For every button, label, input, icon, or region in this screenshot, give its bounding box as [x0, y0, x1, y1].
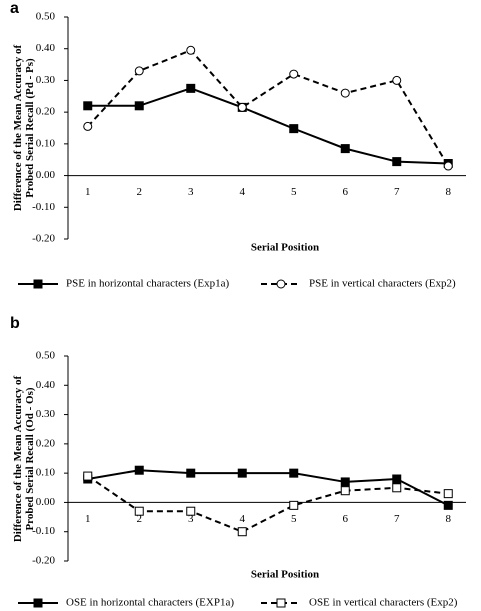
- x-tick-label: 5: [291, 186, 297, 198]
- marker: [340, 486, 350, 496]
- x-tick-label: 3: [188, 513, 194, 525]
- x-tick-label: 2: [137, 186, 143, 198]
- y-tick-label: 0.40: [36, 42, 56, 54]
- series-line: [87, 475, 449, 533]
- marker: [340, 144, 350, 154]
- legend-marker: [276, 598, 286, 608]
- y-tick-label: -0.10: [32, 525, 55, 537]
- marker: [392, 474, 402, 484]
- y-tick-label: 0.30: [36, 408, 56, 420]
- legend-marker: [33, 598, 43, 608]
- legend-label: OSE in vertical characters (Exp2): [309, 597, 458, 609]
- marker: [443, 161, 453, 171]
- series-line: [87, 469, 449, 507]
- y-tick-label: 0.00: [36, 169, 56, 181]
- x-tick-label: 4: [240, 186, 246, 198]
- y-tick-label: -0.20: [32, 233, 55, 245]
- marker: [134, 101, 144, 111]
- legend-label: OSE in horizontal characters (EXP1a): [66, 597, 234, 609]
- y-tick-label: 0.10: [36, 137, 56, 149]
- marker: [134, 66, 144, 76]
- y-tick-label: -0.10: [32, 201, 55, 213]
- y-tick-label: 0.20: [36, 437, 56, 449]
- x-tick-label: 5: [291, 513, 297, 525]
- x-axis-title: Serial Position: [251, 242, 319, 254]
- marker: [237, 527, 247, 537]
- marker: [392, 75, 402, 85]
- y-tick-label: 0.00: [36, 496, 56, 508]
- marker: [289, 500, 299, 510]
- x-tick-label: 6: [343, 186, 349, 198]
- x-tick-label: 8: [446, 513, 452, 525]
- marker: [237, 102, 247, 112]
- y-tick-label: -0.20: [32, 555, 55, 567]
- legend-marker: [276, 279, 286, 289]
- marker: [289, 468, 299, 478]
- marker: [83, 101, 93, 111]
- legend-label: PSE in vertical characters (Exp2): [309, 278, 456, 290]
- marker: [289, 124, 299, 134]
- marker: [392, 483, 402, 493]
- marker: [443, 500, 453, 510]
- x-tick-label: 6: [343, 513, 349, 525]
- y-tick-label: 0.10: [36, 467, 56, 479]
- x-axis-title: Serial Position: [251, 569, 319, 581]
- marker: [340, 477, 350, 487]
- y-axis-title: Difference of the Mean Accuracy of Probe…: [12, 375, 36, 542]
- marker: [392, 157, 402, 167]
- y-tick-label: 0.30: [36, 74, 56, 86]
- x-tick-label: 1: [85, 186, 91, 198]
- x-tick-label: 7: [394, 186, 400, 198]
- marker: [443, 489, 453, 499]
- x-tick-label: 7: [394, 513, 400, 525]
- marker: [237, 468, 247, 478]
- series-line: [87, 49, 450, 167]
- marker: [340, 88, 350, 98]
- marker: [289, 69, 299, 79]
- series-line: [87, 87, 449, 165]
- y-tick-label: 0.20: [36, 106, 56, 118]
- marker: [83, 471, 93, 481]
- legend-marker: [33, 279, 43, 289]
- legend-label: PSE in horizontal characters (Exp1a): [66, 278, 229, 290]
- marker: [186, 45, 196, 55]
- x-tick-label: 4: [240, 513, 246, 525]
- panel-label: a: [10, 0, 19, 17]
- marker: [83, 121, 93, 131]
- marker: [186, 468, 196, 478]
- y-tick-label: 0.50: [36, 11, 56, 23]
- x-tick-label: 1: [85, 513, 91, 525]
- x-tick-label: 2: [137, 513, 143, 525]
- panel-label: b: [10, 315, 20, 332]
- y-tick-label: 0.50: [36, 350, 56, 362]
- marker: [186, 83, 196, 93]
- marker: [134, 506, 144, 516]
- y-axis-title: Difference of the Mean Accuracy of Probe…: [12, 44, 36, 212]
- x-tick-label: 8: [446, 186, 452, 198]
- x-tick-label: 3: [188, 186, 194, 198]
- y-tick-label: 0.40: [36, 379, 56, 391]
- marker: [134, 465, 144, 475]
- marker: [186, 506, 196, 516]
